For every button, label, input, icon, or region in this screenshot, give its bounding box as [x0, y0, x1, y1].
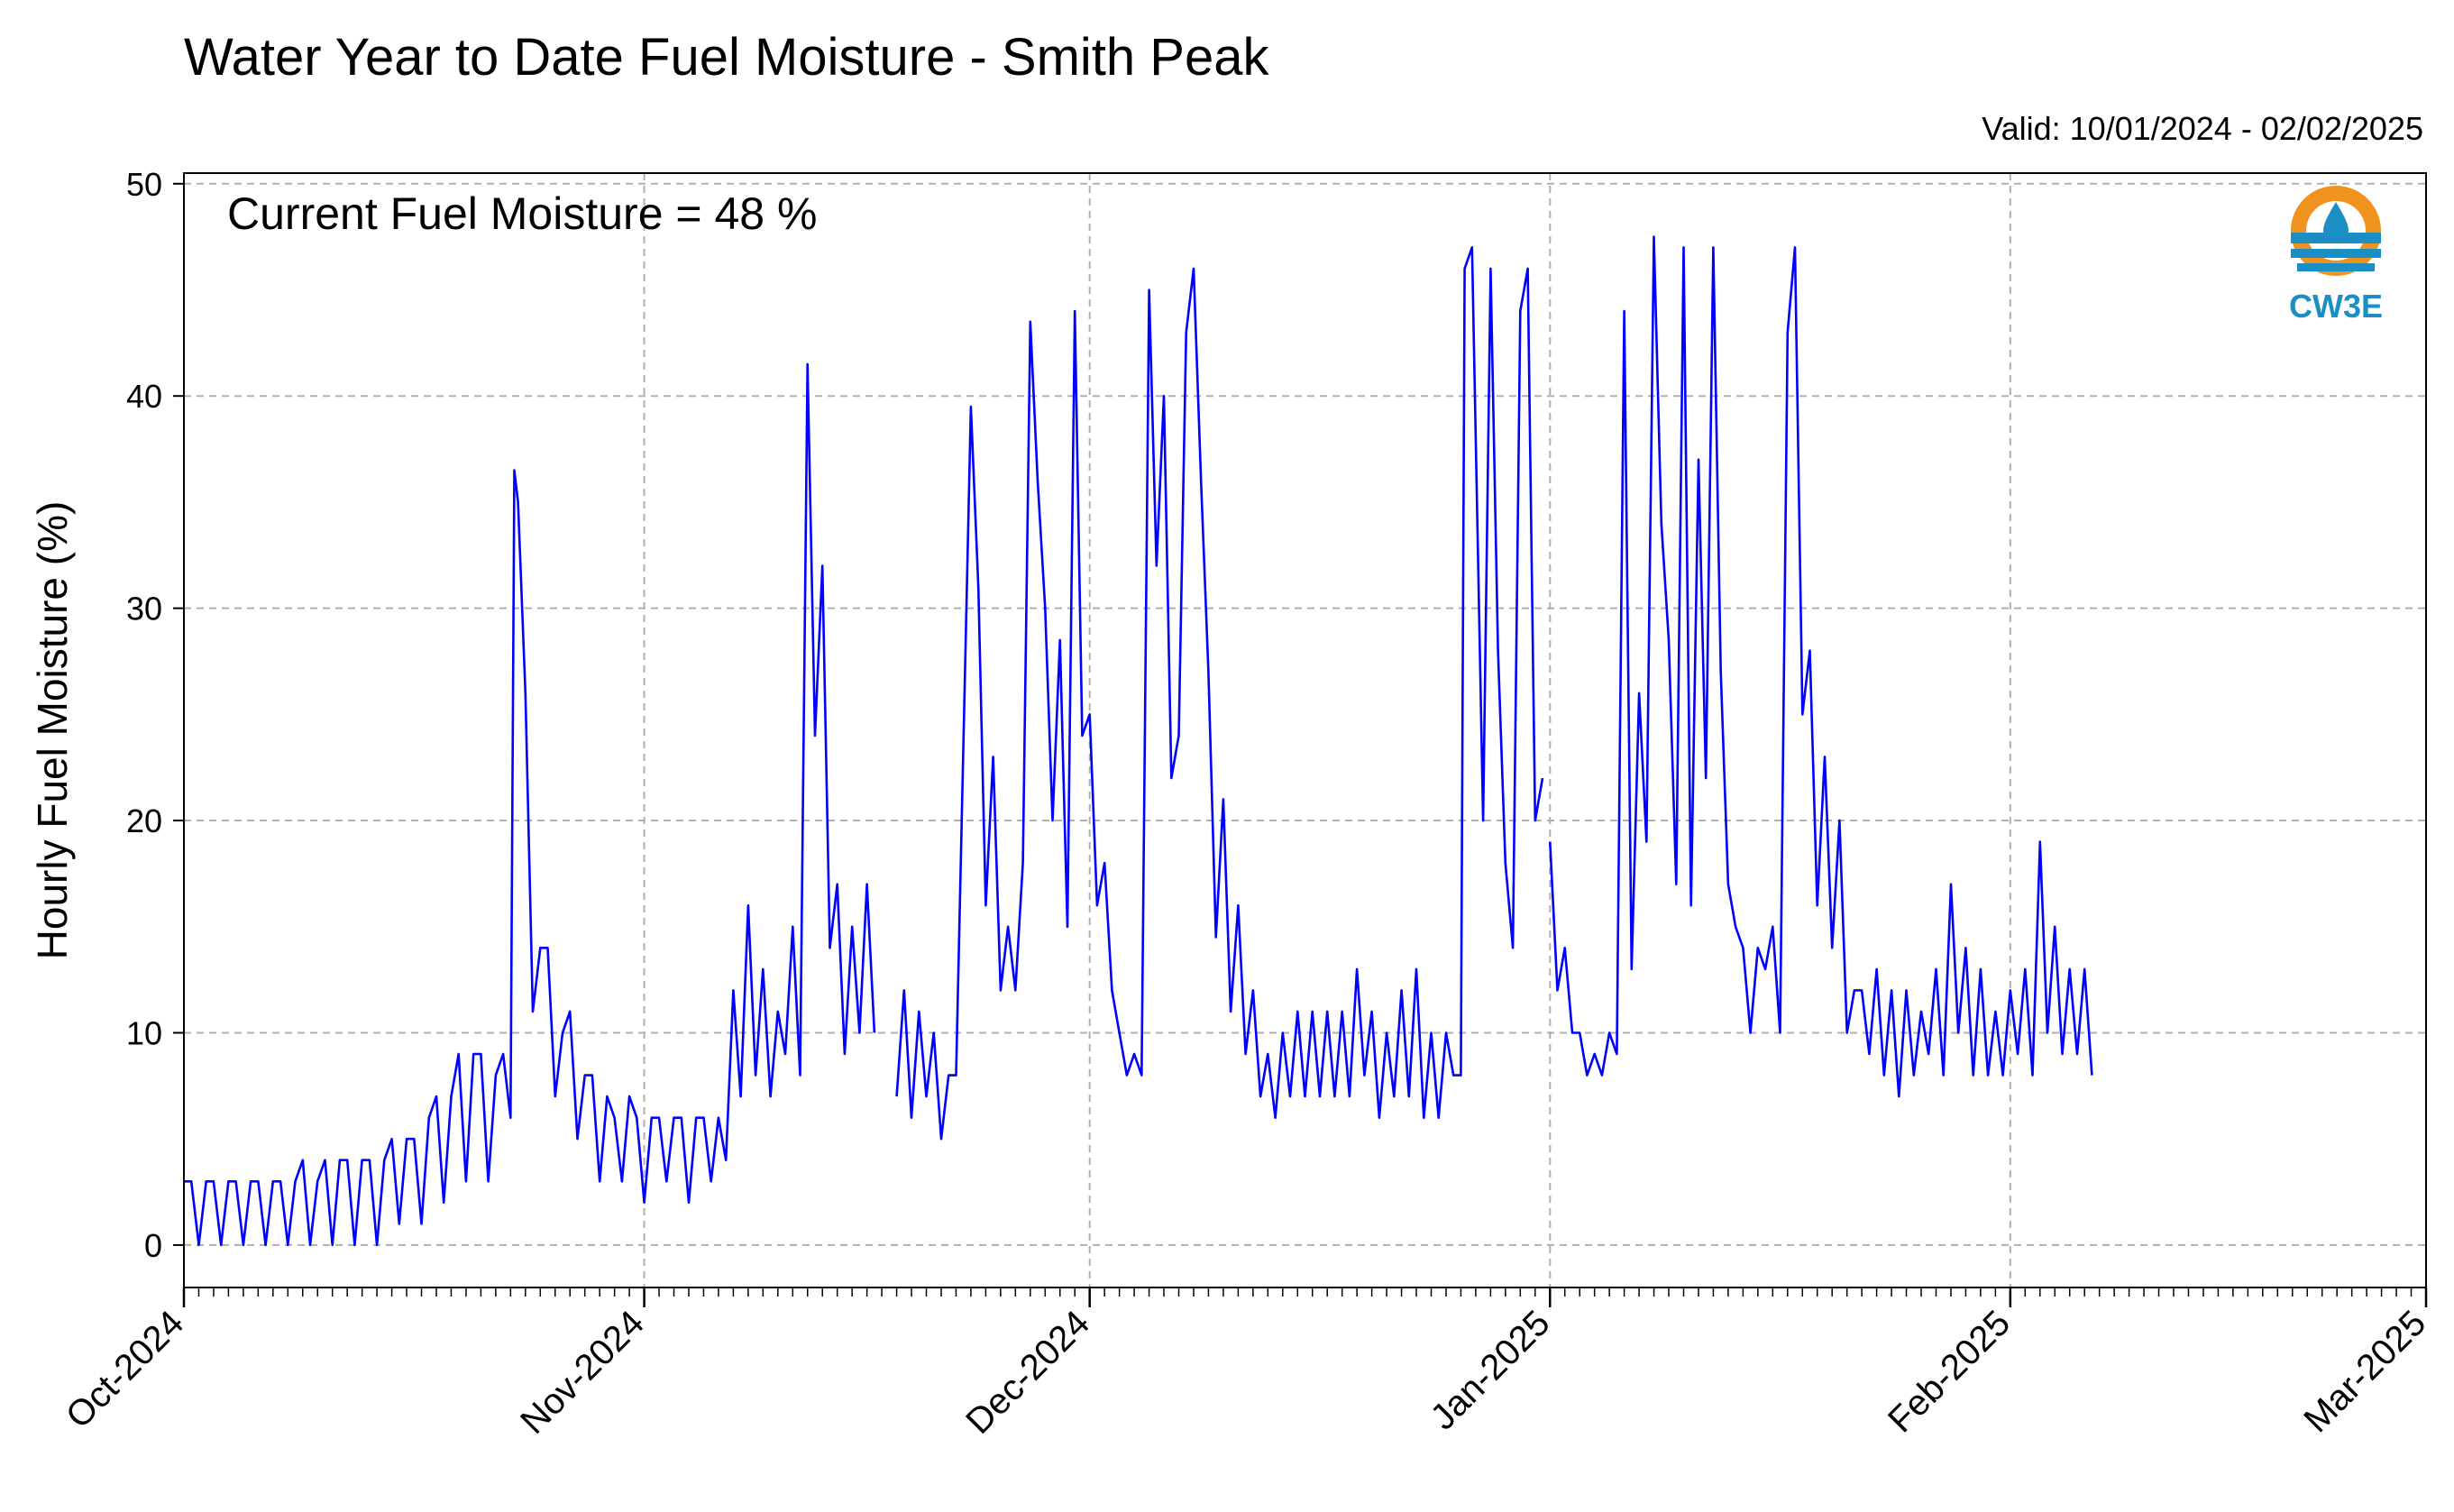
series-layer — [184, 235, 2093, 1247]
y-tick-label: 50 — [126, 166, 162, 203]
y-tick-label: 30 — [126, 591, 162, 628]
x-tick-label: Nov-2024 — [513, 1303, 652, 1442]
x-tick-label: Feb-2025 — [1881, 1303, 2018, 1440]
fuel-moisture-line — [895, 246, 1544, 1141]
cw3e-logo: CW3E — [2289, 186, 2383, 325]
logo-text: CW3E — [2289, 288, 2383, 325]
logo-wave-2 — [2291, 249, 2381, 258]
annotation-layer: Current Fuel Moisture = 48 % — [227, 188, 817, 239]
grid-layer — [183, 173, 2427, 1287]
y-tick-label: 10 — [126, 1014, 162, 1051]
chart-title: Water Year to Date Fuel Moisture - Smith… — [184, 28, 1269, 87]
logo-droplet-icon — [2323, 202, 2349, 243]
current-fuel-moisture-annotation: Current Fuel Moisture = 48 % — [227, 188, 817, 239]
axis-layer: 0 10 20 30 40 50 Oct-2024 Nov-2024 Dec-2024 Jan-2… — [29, 166, 2433, 1442]
y-tick-label: 20 — [126, 802, 162, 839]
fuel-moisture-line — [1549, 235, 2093, 1098]
x-tick-label: Mar-2025 — [2296, 1303, 2433, 1440]
x-tick-label: Oct-2024 — [59, 1303, 191, 1435]
y-tick-label: 40 — [126, 378, 162, 415]
x-tick-label: Dec-2024 — [958, 1303, 1097, 1442]
logo-wave-3 — [2297, 263, 2375, 271]
y-axis-label: Hourly Fuel Moisture (%) — [29, 501, 76, 960]
valid-date-range: Valid: 10/01/2024 - 02/02/2025 — [1982, 110, 2423, 147]
fuel-moisture-line — [184, 362, 876, 1247]
x-tick-label: Jan-2025 — [1424, 1303, 1558, 1437]
plot-frame — [183, 172, 2427, 1288]
y-tick-label: 0 — [144, 1227, 162, 1264]
